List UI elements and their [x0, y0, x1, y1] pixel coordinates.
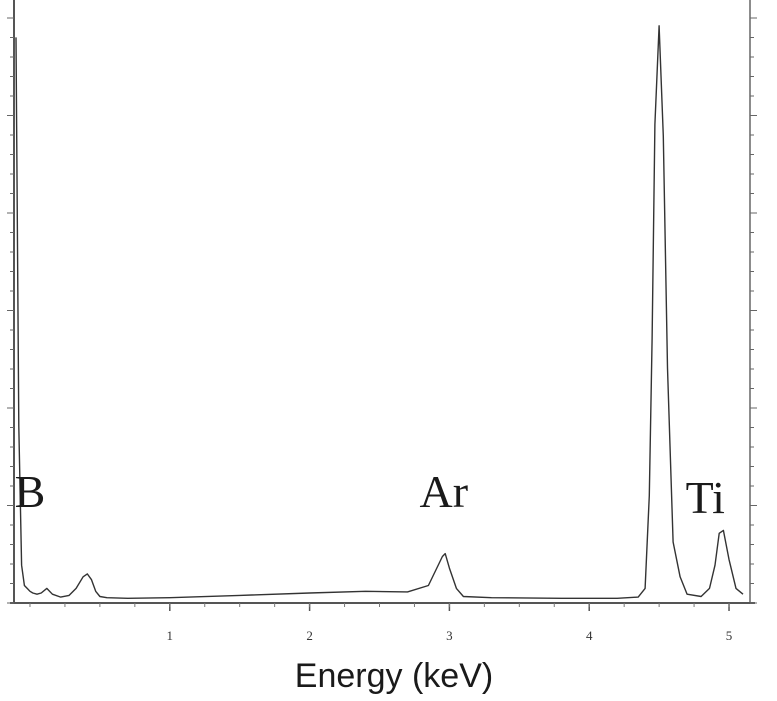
x-axis-tick-labels: 1 2 3 4 5 — [167, 628, 733, 643]
peak-label-ti: Ti — [686, 472, 725, 523]
peak-labels: B Ar Ti Ti — [15, 0, 725, 523]
x-tick-label: 1 — [167, 628, 174, 643]
x-axis-ticks — [29, 603, 730, 611]
left-axis-ticks — [7, 17, 14, 604]
peak-label-ar: Ar — [420, 466, 469, 517]
x-axis-title: Energy (keV) — [295, 657, 493, 695]
x-tick-label: 3 — [446, 628, 453, 643]
x-tick-label: 4 — [586, 628, 593, 643]
peak-label-ti: Ti — [646, 0, 685, 1]
spectrum-line — [15, 25, 744, 599]
plot-frame — [10, 0, 755, 604]
x-tick-label: 5 — [726, 628, 733, 643]
peak-label-b: B — [15, 466, 46, 517]
x-tick-label: 2 — [306, 628, 313, 643]
right-axis-ticks — [750, 17, 757, 604]
